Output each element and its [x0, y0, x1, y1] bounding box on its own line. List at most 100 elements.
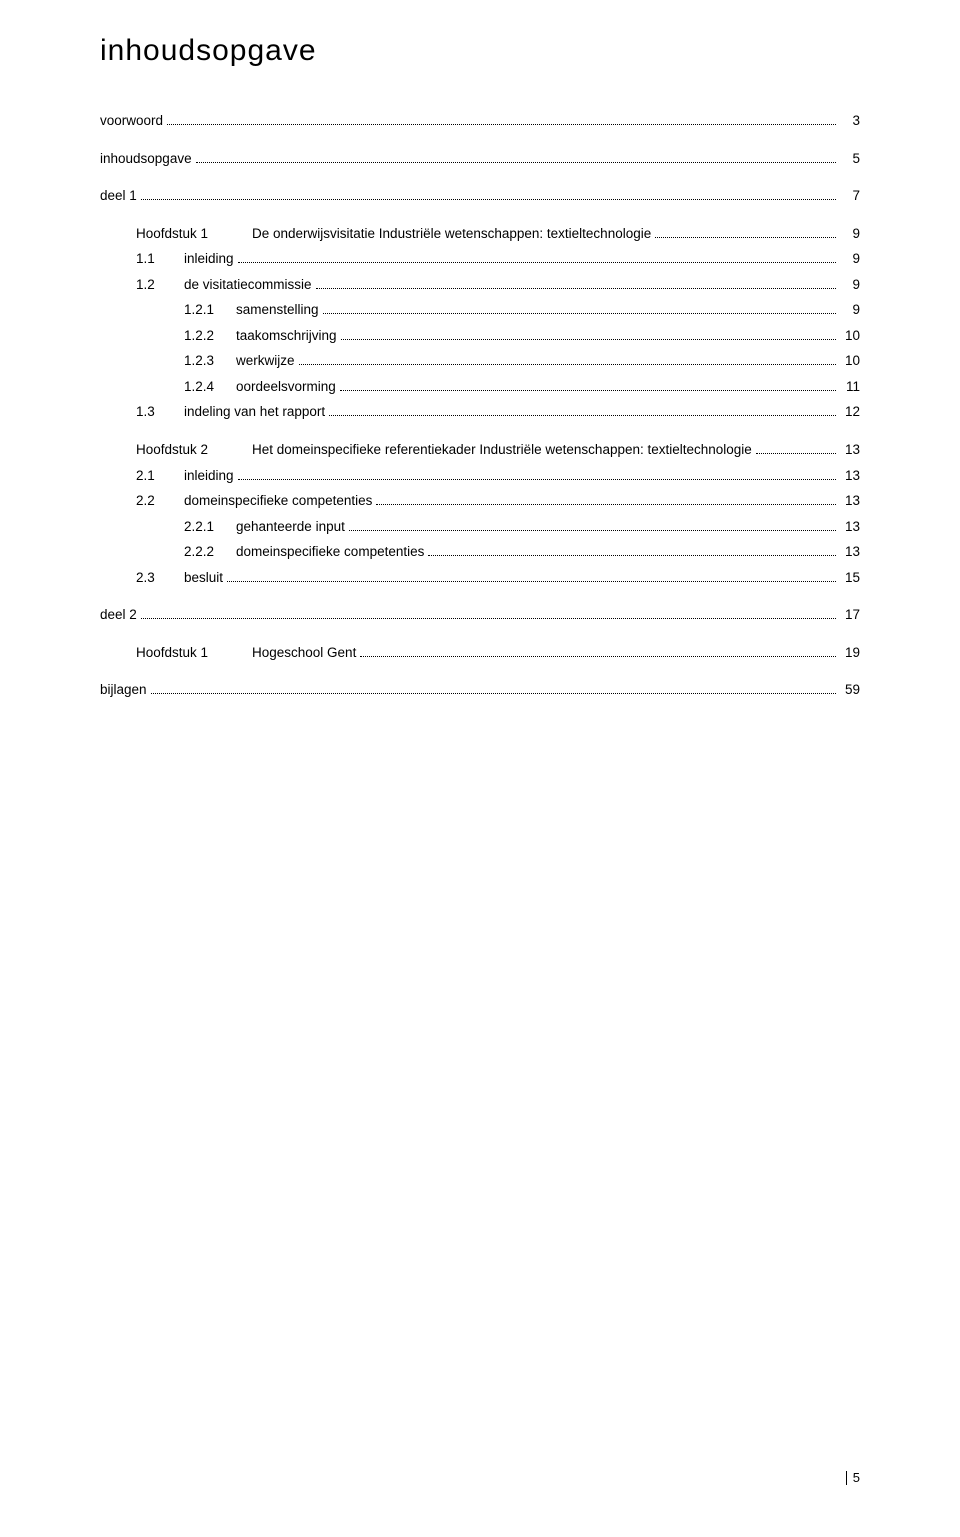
toc-item-label: bijlagen [100, 681, 147, 699]
toc-item-num: 1.2.2 [184, 327, 226, 345]
toc-leader [329, 415, 836, 416]
toc-item-label: indeling van het rapport [184, 403, 325, 421]
toc-leader [238, 479, 836, 480]
toc-leader [428, 555, 836, 556]
toc-item-page: 10 [840, 352, 860, 370]
toc-leader [376, 504, 836, 505]
toc-item-label: domeinspecifieke competenties [184, 492, 372, 510]
toc-leader [141, 618, 836, 619]
footer-divider [846, 1471, 847, 1485]
toc-row: 1.2.3 werkwijze 10 [100, 352, 860, 370]
toc-row: 1.1 inleiding 9 [100, 250, 860, 268]
toc-leader [151, 693, 836, 694]
toc-row: 1.2 de visitatiecommissie 9 [100, 276, 860, 294]
toc-leader [340, 390, 836, 391]
toc-item-label: deel 2 [100, 606, 137, 624]
toc-leader [167, 124, 836, 125]
toc-item-label: Het domeinspecifieke referentiekader Ind… [252, 441, 752, 459]
toc-row: inhoudsopgave 5 [100, 150, 860, 168]
toc-item-num: 1.2.1 [184, 301, 226, 319]
toc-item-label: deel 1 [100, 187, 137, 205]
page-title: inhoudsopgave [100, 34, 860, 68]
toc-row: 1.2.4 oordeelsvorming 11 [100, 378, 860, 396]
toc-item-num: 2.2.2 [184, 543, 226, 561]
toc-item-num: 2.2.1 [184, 518, 226, 536]
toc-item-label: voorwoord [100, 112, 163, 130]
toc-item-page: 11 [840, 378, 860, 396]
toc-item-label: inhoudsopgave [100, 150, 192, 168]
toc-item-page: 9 [840, 225, 860, 243]
toc-row: 2.2.2 domeinspecifieke competenties 13 [100, 543, 860, 561]
toc-item-num: 1.2 [136, 276, 174, 294]
toc-leader [227, 581, 836, 582]
toc-leader [299, 364, 836, 365]
toc-item-page: 9 [840, 250, 860, 268]
toc-item-page: 13 [840, 543, 860, 561]
toc-leader [756, 453, 836, 454]
toc-item-label: inleiding [184, 250, 234, 268]
toc-item-page: 7 [840, 187, 860, 205]
toc-item-page: 12 [840, 403, 860, 421]
toc-chapter-num: Hoofdstuk 1 [136, 225, 252, 243]
toc-item-label: gehanteerde input [236, 518, 345, 536]
toc-row: voorwoord 3 [100, 112, 860, 130]
toc-item-num: 1.3 [136, 403, 174, 421]
toc-item-num: 2.1 [136, 467, 174, 485]
toc-item-page: 10 [840, 327, 860, 345]
toc-item-page: 3 [840, 112, 860, 130]
toc-leader [360, 656, 836, 657]
toc-item-page: 13 [840, 467, 860, 485]
toc-item-label: oordeelsvorming [236, 378, 336, 396]
toc-leader [141, 199, 836, 200]
toc-item-num: 1.1 [136, 250, 174, 268]
toc-item-label: De onderwijsvisitatie Industriële wetens… [252, 225, 651, 243]
toc-item-label: samenstelling [236, 301, 319, 319]
toc-row: Hoofdstuk 1Hogeschool Gent 19 [100, 644, 860, 662]
toc-leader [316, 288, 836, 289]
toc-item-label: Hogeschool Gent [252, 644, 356, 662]
toc-item-num: 1.2.4 [184, 378, 226, 396]
toc-row: deel 2 17 [100, 606, 860, 624]
toc-leader [238, 262, 836, 263]
toc-item-page: 5 [840, 150, 860, 168]
toc-leader [655, 237, 836, 238]
toc-item-page: 59 [840, 681, 860, 699]
toc-row: Hoofdstuk 1De onderwijsvisitatie Industr… [100, 225, 860, 243]
toc-row: deel 1 7 [100, 187, 860, 205]
toc-item-label: besluit [184, 569, 223, 587]
toc-row: 2.2 domeinspecifieke competenties 13 [100, 492, 860, 510]
toc-leader [341, 339, 836, 340]
toc-row: 1.3 indeling van het rapport 12 [100, 403, 860, 421]
toc-item-page: 13 [840, 518, 860, 536]
toc-item-label: taakomschrijving [236, 327, 337, 345]
toc-leader [323, 313, 836, 314]
toc-item-label: werkwijze [236, 352, 295, 370]
toc-item-label: inleiding [184, 467, 234, 485]
toc-item-num: 2.3 [136, 569, 174, 587]
toc-chapter-num: Hoofdstuk 1 [136, 644, 252, 662]
table-of-contents: voorwoord 3 inhoudsopgave 5 deel 1 7 Hoofdstuk… [100, 112, 860, 699]
toc-item-num: 1.2.3 [184, 352, 226, 370]
toc-chapter-num: Hoofdstuk 2 [136, 441, 252, 459]
toc-item-page: 9 [840, 276, 860, 294]
page-footer: 5 [846, 1470, 860, 1485]
toc-leader [196, 162, 836, 163]
toc-item-page: 13 [840, 441, 860, 459]
toc-item-label: domeinspecifieke competenties [236, 543, 424, 561]
page: inhoudsopgave voorwoord 3 inhoudsopgave 5 de… [0, 0, 960, 747]
footer-page-number: 5 [853, 1470, 860, 1485]
toc-row: 2.2.1 gehanteerde input 13 [100, 518, 860, 536]
toc-item-page: 15 [840, 569, 860, 587]
toc-row: 2.3 besluit 15 [100, 569, 860, 587]
toc-item-page: 9 [840, 301, 860, 319]
toc-item-label: de visitatiecommissie [184, 276, 312, 294]
toc-row: 1.2.1 samenstelling 9 [100, 301, 860, 319]
toc-row: Hoofdstuk 2Het domeinspecifieke referent… [100, 441, 860, 459]
toc-item-num: 2.2 [136, 492, 174, 510]
toc-item-page: 17 [840, 606, 860, 624]
toc-leader [349, 530, 836, 531]
toc-row: 2.1 inleiding 13 [100, 467, 860, 485]
toc-row: bijlagen 59 [100, 681, 860, 699]
toc-item-page: 19 [840, 644, 860, 662]
toc-item-page: 13 [840, 492, 860, 510]
